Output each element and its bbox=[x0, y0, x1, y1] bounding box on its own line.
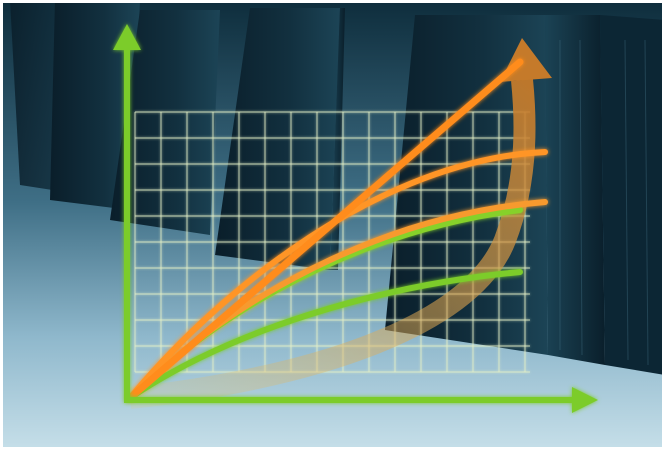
orange-line-middle bbox=[127, 149, 548, 401]
graph-axes bbox=[113, 24, 598, 413]
server-rack bbox=[545, 15, 605, 365]
y-axis-arrowhead bbox=[113, 24, 141, 50]
server-rack bbox=[330, 8, 345, 270]
server-rack bbox=[600, 15, 665, 375]
server-racks bbox=[10, 0, 665, 375]
orange-line-top bbox=[126, 58, 524, 402]
server-rack bbox=[50, 0, 140, 210]
server-rack bbox=[110, 10, 220, 235]
server-rack bbox=[215, 8, 340, 270]
green-line-lower bbox=[127, 269, 523, 401]
server-rack bbox=[385, 15, 548, 355]
growth-lines bbox=[126, 58, 548, 402]
x-axis-arrowhead bbox=[572, 387, 598, 413]
